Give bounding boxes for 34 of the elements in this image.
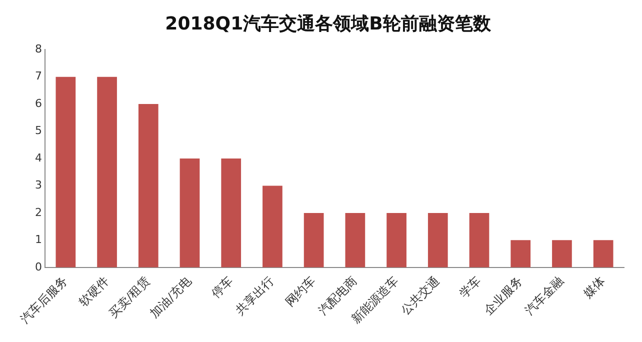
y-tick-label: 3	[35, 178, 42, 192]
y-tick-label: 8	[35, 42, 42, 56]
bar	[56, 76, 76, 268]
bar	[180, 158, 200, 268]
x-tick-label: 媒体	[580, 274, 608, 301]
y-tick-label: 0	[35, 260, 42, 274]
y-tick-label: 5	[35, 124, 42, 138]
x-tick-label: 网约车	[282, 274, 318, 310]
bar	[386, 212, 406, 268]
bar	[510, 240, 531, 268]
bar	[345, 212, 366, 268]
bar	[552, 240, 572, 268]
bar	[593, 240, 614, 268]
x-tick-label: 停车	[208, 274, 236, 301]
x-tick-label: 汽车后服务	[18, 274, 70, 326]
x-tick-label: 公共交通	[398, 274, 442, 318]
bar	[262, 186, 282, 268]
x-tick-label: 学车	[456, 274, 484, 301]
x-tick-label: 共享出行	[232, 274, 277, 318]
bar	[469, 212, 490, 268]
x-tick-label: 汽车金融	[522, 274, 566, 318]
bar	[428, 212, 448, 268]
y-tick-label: 6	[35, 96, 42, 110]
y-tick-label: 1	[35, 233, 42, 246]
y-tick-label: 7	[35, 70, 42, 83]
chart-title: 2018Q1汽车交通各领域B轮前融资笔数	[165, 13, 492, 34]
x-tick-label: 软硬件	[76, 274, 112, 310]
y-tick-label: 4	[35, 151, 42, 164]
y-tick-label: 2	[35, 206, 42, 219]
bar	[97, 76, 117, 268]
bar	[304, 212, 324, 268]
x-tick-label: 企业服务	[481, 274, 525, 318]
bar	[221, 158, 242, 268]
bar	[138, 104, 158, 268]
